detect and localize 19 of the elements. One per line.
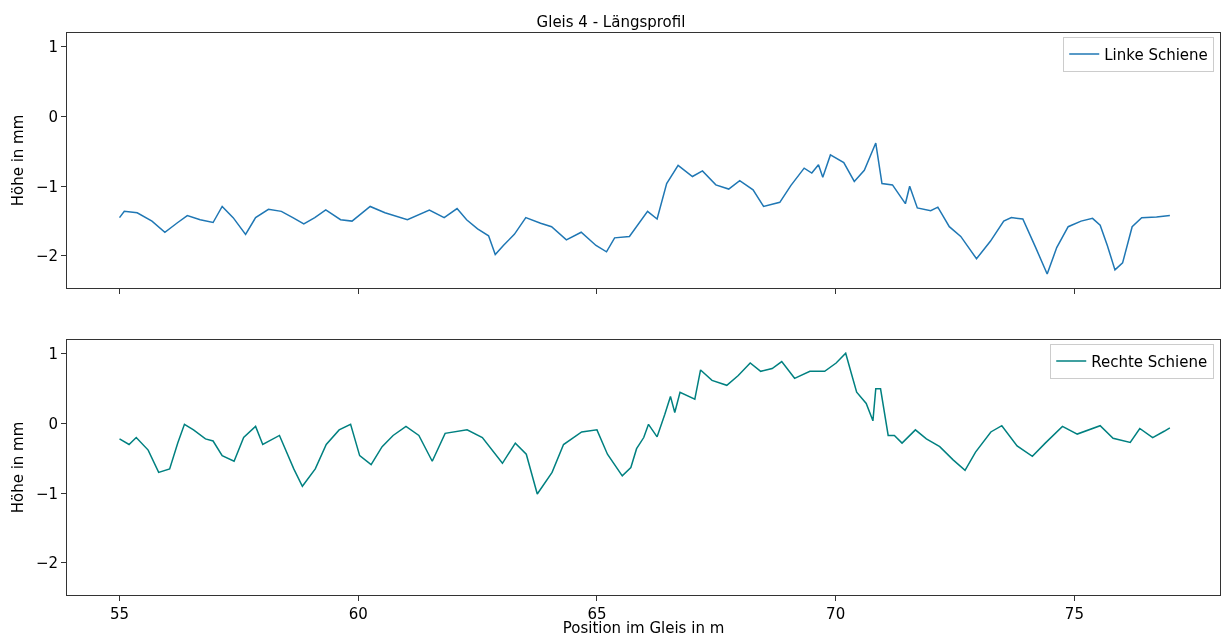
line-series [118, 142, 1171, 275]
y-tick-label: 1 [48, 38, 58, 57]
y-tick-label: 0 [48, 107, 58, 126]
x-tick-label: 60 [348, 605, 368, 623]
x-axis-title: Position im Gleis in m [562, 619, 725, 637]
y-tick-label: 0 [48, 414, 58, 433]
legend-label: Linke Schiene [1104, 45, 1208, 64]
y-tick-label: −1 [35, 177, 58, 196]
y-tick-label: −2 [35, 554, 58, 573]
chart-title: Gleis 4 - Längsprofil [536, 13, 686, 32]
legend-label: Rechte Schiene [1091, 352, 1208, 371]
x-tick-label: 70 [826, 605, 846, 623]
y-axis-title: Höhe in mm [9, 114, 28, 207]
x-tick-label: 55 [109, 605, 130, 623]
y-tick-label: −2 [35, 247, 58, 266]
y-tick-label: −1 [35, 484, 58, 503]
x-tick-label: 75 [1064, 605, 1084, 623]
y-axis-title: Höhe in mm [9, 421, 28, 514]
y-tick-label: 1 [48, 345, 58, 364]
